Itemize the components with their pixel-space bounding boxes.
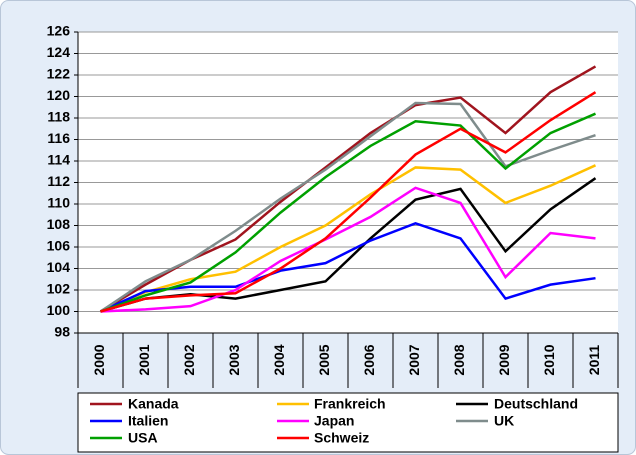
series-line <box>100 91 597 313</box>
y-tick-label: 118 <box>47 109 70 125</box>
legend-label: Italien <box>128 413 168 429</box>
x-tick-label: 2007 <box>406 344 422 375</box>
series-line <box>100 112 596 313</box>
legend-label: UK <box>494 413 514 429</box>
x-tick-label: 2002 <box>181 344 197 375</box>
y-tick-label: 102 <box>47 281 71 297</box>
y-tick-label: 114 <box>47 152 70 168</box>
y-tick-label: 120 <box>47 87 71 103</box>
y-tick-label: 126 <box>47 23 71 39</box>
y-tick-label: 124 <box>47 44 71 60</box>
legend-label: Deutschland <box>494 396 578 412</box>
y-tick-label: 104 <box>47 259 71 275</box>
y-tick-label: 122 <box>47 66 71 82</box>
x-tick-label: 2005 <box>316 344 332 375</box>
legend-label: Kanada <box>128 396 179 412</box>
x-tick-label: 2009 <box>496 344 512 375</box>
y-tick-label: 108 <box>47 216 71 232</box>
x-tick-label: 2006 <box>361 344 377 375</box>
series-line <box>99 222 596 313</box>
x-tick-label: 2010 <box>541 344 557 375</box>
y-tick-label: 98 <box>54 324 70 340</box>
x-tick-label: 2004 <box>271 344 287 375</box>
y-tick-label: 116 <box>47 130 70 146</box>
x-tick-label: 2001 <box>136 344 152 375</box>
y-tick-label: 100 <box>47 302 71 318</box>
legend-label: Schweiz <box>314 430 369 446</box>
y-tick-label: 110 <box>47 195 70 211</box>
series-line <box>100 164 597 313</box>
y-tick-label: 106 <box>47 238 71 254</box>
x-tick-label: 2008 <box>451 344 467 375</box>
legend-box <box>77 392 619 453</box>
x-tick-label: 2000 <box>91 344 107 375</box>
x-tick-label: 2011 <box>586 345 602 376</box>
y-tick-label: 112 <box>47 173 70 189</box>
series-line <box>100 186 596 313</box>
legend-label: Frankreich <box>314 396 386 412</box>
legend-label: USA <box>128 430 158 446</box>
x-tick-label: 2003 <box>226 344 242 375</box>
legend-label: Japan <box>314 413 354 429</box>
